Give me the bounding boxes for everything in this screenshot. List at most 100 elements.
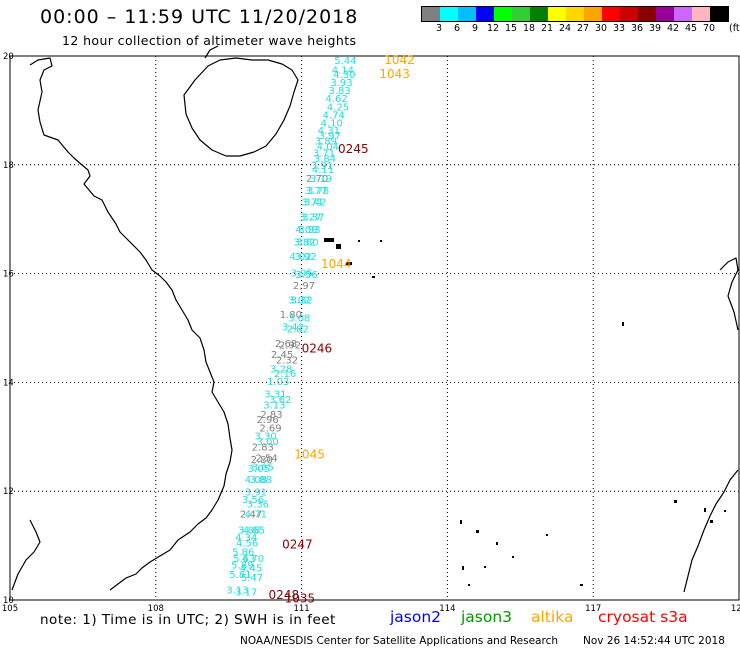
wave-height-value: 2.54 <box>255 453 277 464</box>
wave-height-value: 4.30 <box>333 70 355 81</box>
legend-swatch <box>620 7 638 21</box>
wave-height-value: 5.89 <box>231 560 253 571</box>
wave-height-value: 3.97 <box>319 131 341 142</box>
island <box>484 566 486 568</box>
wave-height-value: 2.47 <box>240 509 262 520</box>
wave-height-value: 4.04 <box>317 142 339 153</box>
legend-tick-label: 24 <box>558 23 572 34</box>
legend-tick-label: 42 <box>666 23 680 34</box>
longitude-tick-label: 108 <box>148 604 164 614</box>
pass-time-label: 0248 <box>269 588 300 602</box>
wave-height-value: 3.88 <box>250 475 272 486</box>
wave-height-value: 2.97 <box>293 281 315 292</box>
coastline-leizhou <box>204 45 219 59</box>
wave-height-value: 3.62 <box>269 395 291 406</box>
wave-height-value: 2.45 <box>271 350 293 361</box>
wave-height-value: 4.71 <box>245 509 267 520</box>
legend-swatch <box>710 7 728 21</box>
legend-tick-label: 39 <box>648 23 662 34</box>
longitude-tick-label: 105 <box>2 604 18 614</box>
wave-height-value: 5.81 <box>229 570 251 581</box>
wave-height-value: 4.08 <box>245 475 267 486</box>
wave-height-value: 3.91 <box>245 488 267 499</box>
wave-height-value: 2.92 <box>279 341 301 352</box>
island <box>380 240 382 242</box>
wave-height-value: 3.84 <box>314 154 336 165</box>
wave-height-value: 3.13 <box>226 585 248 596</box>
wave-height-value: 3.32 <box>290 296 312 307</box>
pass-time-label: 0247 <box>282 537 313 551</box>
wave-height-value: 4.74 <box>323 111 345 122</box>
wave-height-value: 3.27 <box>299 212 321 223</box>
wave-height-value: 3.77 <box>305 186 327 197</box>
legend-tick-label: 27 <box>576 23 590 34</box>
footnote: note: 1) Time is in UTC; 2) SWH is in fe… <box>40 612 336 628</box>
legend-tick-label: 21 <box>540 23 554 34</box>
legend-swatch <box>692 7 710 21</box>
wave-height-value: 3.71 <box>301 198 323 209</box>
axis-tick-labels: 105 108 111 114 117 120 10 12 14 16 18 20 <box>2 52 740 614</box>
generated-timestamp: Nov 26 14:52:44 UTC 2018 <box>583 635 725 647</box>
island <box>346 262 352 265</box>
island <box>580 584 583 586</box>
legend-swatch <box>602 7 620 21</box>
wave-height-value: 4.09 <box>295 225 317 236</box>
legend-swatch <box>494 7 512 21</box>
legend-tick-label: 15 <box>504 23 518 34</box>
wave-height-value: 2.16 <box>274 369 296 380</box>
wave-height-value: 3.82 <box>293 237 315 248</box>
wave-height-value: 3.08 <box>288 313 310 324</box>
wave-height-value: 2.82 <box>287 324 309 335</box>
wave-height-value: 3.88 <box>238 526 260 537</box>
legend-tick-label: 3 <box>435 23 443 34</box>
island <box>336 244 341 249</box>
wave-height-value: 3.78 <box>307 186 329 197</box>
wave-height-value: 5.44 <box>334 56 356 67</box>
wave-height-value: 2.70 <box>306 174 328 185</box>
coastline <box>11 45 739 593</box>
wave-height-value: 4.62 <box>325 94 347 105</box>
wave-height-value: 3.71 <box>313 149 335 160</box>
wave-height-value: 4.56 <box>236 539 258 550</box>
wave-height-value: 4.34 <box>235 533 257 544</box>
island <box>372 276 375 278</box>
legend-tick-label: 9 <box>471 23 479 34</box>
legend-swatch <box>638 7 656 21</box>
wave-height-value: 3.05 <box>248 464 270 475</box>
wave-height-value: 4.10 <box>321 119 343 130</box>
legend-color-bar <box>421 6 729 22</box>
island <box>710 520 713 523</box>
island <box>496 542 498 545</box>
wave-height-value: 5.63 <box>233 554 255 565</box>
wave-height-value: 3.36 <box>247 500 269 511</box>
wave-height-value: 3.30 <box>255 432 277 443</box>
island <box>622 322 624 326</box>
mission-cryosat-s3a: cryosat s3a <box>598 608 688 626</box>
legend-tick-label: 12 <box>486 23 500 34</box>
wave-height-value: 4.31 <box>318 126 340 137</box>
island <box>468 584 470 586</box>
wave-height-value: 3.28 <box>270 365 292 376</box>
wave-height-value: 3.56 <box>295 270 317 281</box>
wave-height-value: 3.37 <box>302 212 324 223</box>
legend-swatch <box>584 7 602 21</box>
wave-height-value: 3.00 <box>256 437 278 448</box>
coastline-hainan <box>183 57 299 157</box>
wave-height-value: 2.68 <box>275 339 297 350</box>
longitude-tick-label: 120 <box>731 604 740 614</box>
mission-jason3: jason3 <box>461 608 513 626</box>
latitude-tick-label: 12 <box>3 487 14 497</box>
legend-swatch <box>458 7 476 21</box>
wave-height-value: 1.03 <box>267 377 289 388</box>
map-frame <box>9 55 740 601</box>
wave-height-value: 1.80 <box>280 310 302 321</box>
legend-tick-label: 70 <box>702 23 716 34</box>
map-graticule <box>10 56 739 600</box>
wave-height-value: 4.65 <box>243 526 265 537</box>
wave-height-value: 3.80 <box>296 237 318 248</box>
legend-swatch <box>674 7 692 21</box>
longitude-tick-label: 111 <box>293 604 309 614</box>
mission-altika: altika <box>531 608 574 626</box>
wave-height-value: 4.02 <box>289 252 311 263</box>
